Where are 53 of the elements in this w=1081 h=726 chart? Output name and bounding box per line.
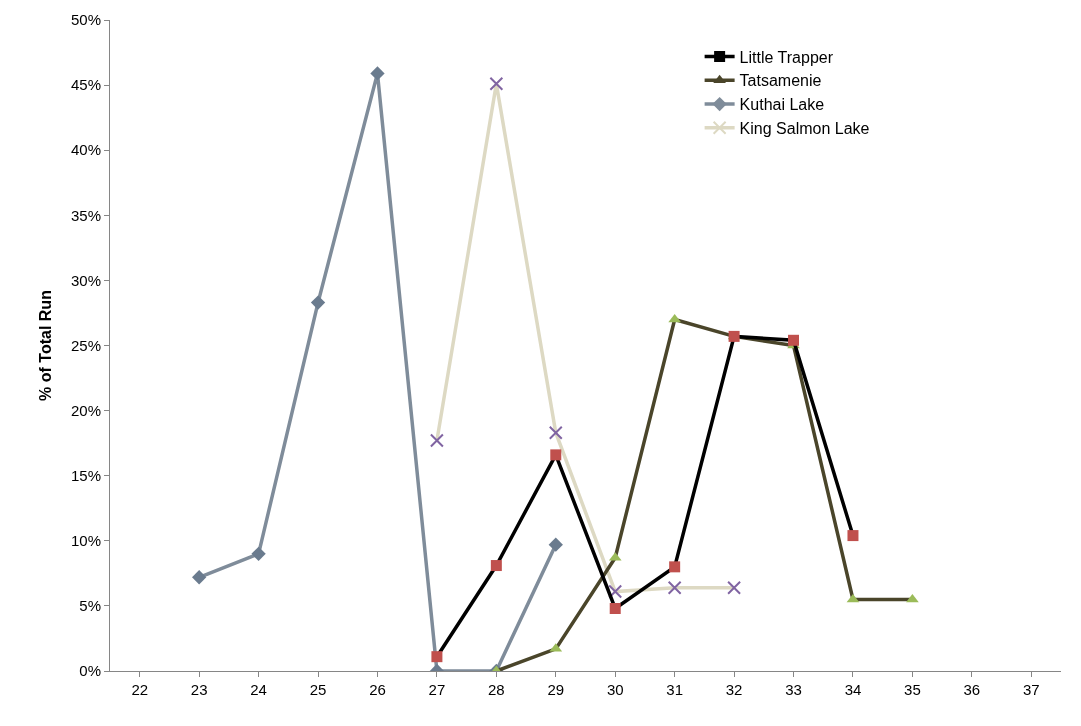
y-axis-title: % of Total Run bbox=[36, 290, 54, 401]
point bbox=[489, 76, 504, 91]
x-tick-label: 27 bbox=[428, 681, 446, 698]
x-tick-label: 31 bbox=[666, 681, 683, 698]
y-tick-label: 20% bbox=[70, 401, 101, 419]
point bbox=[548, 537, 563, 552]
x-tick-label: 26 bbox=[369, 681, 386, 698]
legend-label: Kuthai Lake bbox=[739, 96, 825, 114]
point bbox=[310, 295, 326, 310]
y-tick-label: 35% bbox=[70, 206, 101, 224]
point bbox=[490, 560, 502, 572]
point bbox=[906, 593, 919, 603]
point bbox=[668, 313, 682, 323]
x-tick-label: 28 bbox=[488, 681, 505, 698]
x-tick-label: 34 bbox=[844, 681, 862, 698]
x-tick-label: 32 bbox=[725, 681, 743, 698]
y-tick-label: 50% bbox=[70, 11, 101, 29]
point bbox=[370, 66, 385, 81]
y-tick-label: 0% bbox=[79, 662, 101, 680]
point bbox=[667, 580, 682, 595]
x-tick-label: 35 bbox=[904, 681, 921, 698]
point bbox=[788, 334, 800, 346]
y-tick-label: 25% bbox=[70, 336, 101, 354]
point bbox=[548, 425, 563, 440]
point bbox=[608, 584, 623, 599]
legend-label: Tatsamenie bbox=[739, 72, 822, 90]
point bbox=[431, 651, 443, 663]
point bbox=[846, 593, 860, 603]
y-tick-label: 5% bbox=[79, 597, 101, 615]
point bbox=[669, 561, 681, 573]
y-tick-label: 30% bbox=[70, 271, 101, 289]
y-tick-label: 15% bbox=[70, 466, 101, 484]
x-tick-label: 29 bbox=[547, 681, 565, 698]
x-tick-label: 33 bbox=[785, 681, 802, 698]
legend-label: Little Trapper bbox=[739, 48, 834, 66]
y-tick-label: 10% bbox=[70, 532, 101, 550]
y-tick-label: 45% bbox=[70, 76, 101, 94]
x-tick-label: 30 bbox=[606, 681, 624, 698]
point bbox=[429, 433, 444, 448]
x-tick-label: 24 bbox=[250, 681, 267, 698]
x-tick-label: 23 bbox=[190, 681, 208, 698]
point bbox=[192, 570, 207, 585]
x-tick-label: 36 bbox=[963, 681, 981, 698]
x-tick-label: 25 bbox=[309, 681, 327, 698]
point bbox=[251, 546, 266, 561]
y-tick-label: 40% bbox=[70, 141, 101, 159]
point bbox=[609, 603, 621, 614]
x-tick-label: 37 bbox=[1022, 681, 1040, 698]
legend-label: King Salmon Lake bbox=[739, 120, 870, 138]
point bbox=[727, 580, 742, 595]
point bbox=[847, 530, 859, 542]
point bbox=[550, 449, 562, 461]
x-tick-label: 22 bbox=[131, 681, 149, 698]
